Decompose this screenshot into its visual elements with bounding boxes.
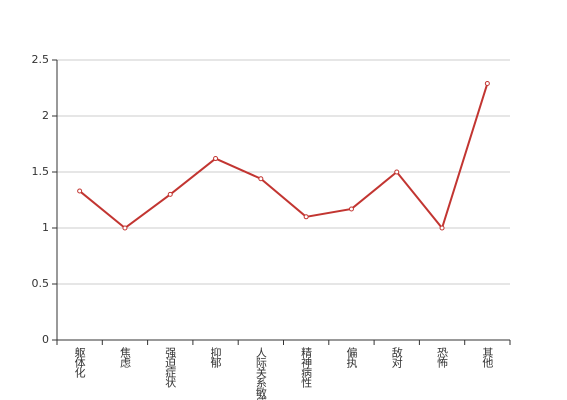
y-tick-label: 2.5 [32, 53, 50, 66]
point [167, 191, 173, 197]
x-tick-label: 敌对 [390, 346, 403, 368]
point [484, 81, 490, 87]
x-tick-label: 躯体化 [73, 347, 86, 379]
y-tick-label: 1 [42, 221, 49, 234]
point [303, 214, 309, 220]
x-tick-label: 人际关系敏感 [254, 347, 267, 400]
x-tick-label: 偏执 [345, 346, 358, 369]
point [439, 225, 445, 231]
x-tick-label: 恐怖 [436, 347, 449, 368]
y-tick-label: 0.5 [32, 277, 50, 290]
x-tick-label: 抑郁 [209, 346, 222, 368]
point [258, 176, 264, 182]
line [79, 83, 489, 231]
y-tick-label: 1.5 [32, 165, 50, 178]
x-tick-label: 焦虑 [118, 347, 131, 368]
x-tick-label: 强迫症状 [164, 347, 177, 388]
point [348, 206, 354, 212]
point [213, 156, 219, 162]
y-tick-label: 2 [42, 109, 49, 122]
x-tick-label: 精神病性 [300, 347, 313, 389]
point [77, 188, 83, 194]
x-tick-label: 其他 [481, 347, 494, 368]
y-tick-label: 0 [42, 333, 49, 346]
point [394, 169, 400, 175]
point [122, 225, 128, 231]
